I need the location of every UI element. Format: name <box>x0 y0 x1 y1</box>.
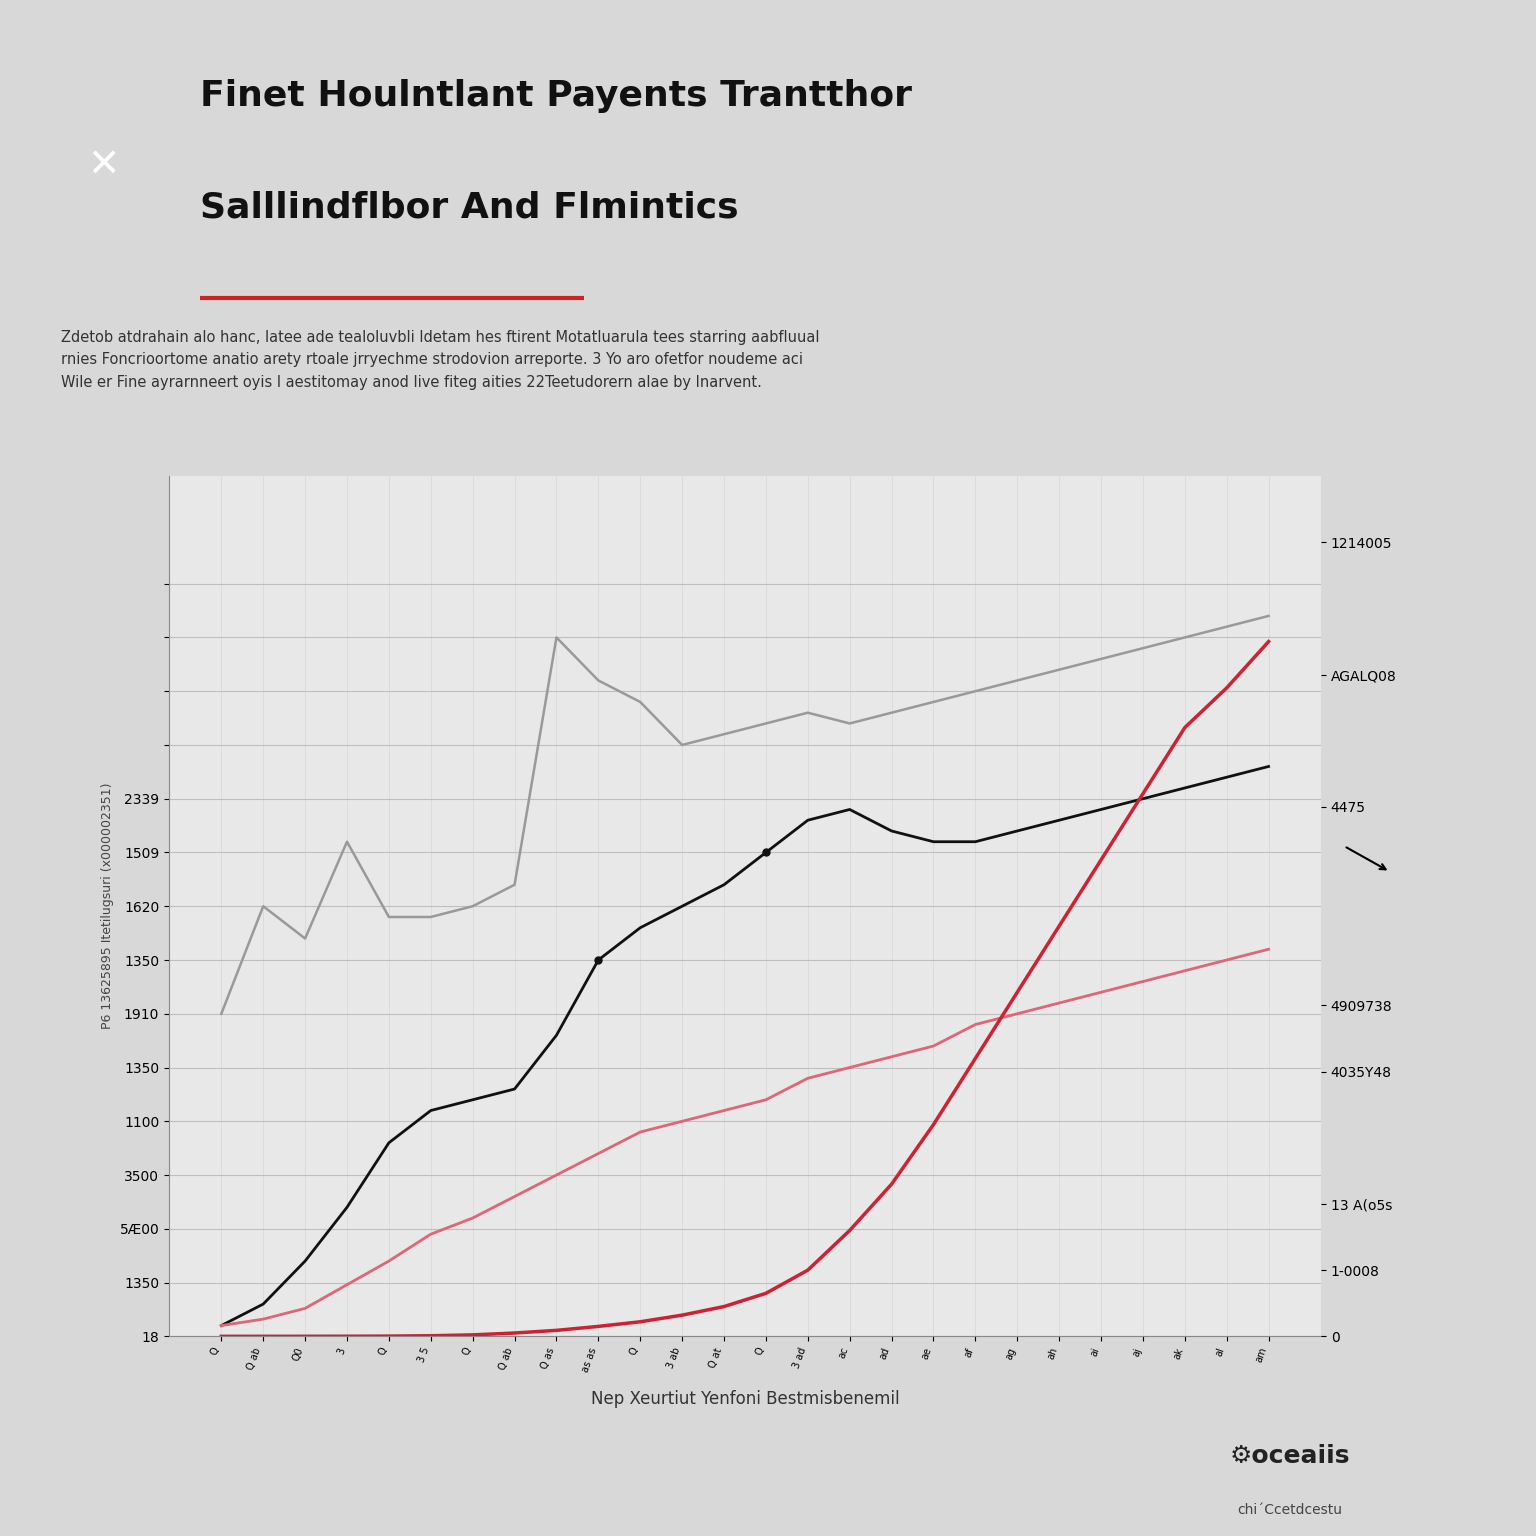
Text: Salllindflbor And Flmintics: Salllindflbor And Flmintics <box>200 190 739 224</box>
Text: ⚙oceaiis: ⚙oceaiis <box>1230 1444 1350 1468</box>
Text: Finet Houlntlant Payents Trantthor: Finet Houlntlant Payents Trantthor <box>200 78 912 112</box>
X-axis label: Nep Xeurtiut Yenfoni Bestmisbenemil: Nep Xeurtiut Yenfoni Bestmisbenemil <box>591 1390 899 1409</box>
Text: Zdetob atdrahain alo hanc, latee ade tealoluvbli Idetam hes ftirent Motatluarula: Zdetob atdrahain alo hanc, latee ade tea… <box>61 330 820 390</box>
Y-axis label: P6 13625895 Itetilugsuri (x000002351): P6 13625895 Itetilugsuri (x000002351) <box>101 783 114 1029</box>
Text: chi´Ccetdcestu: chi´Ccetdcestu <box>1238 1502 1342 1518</box>
Text: ✕: ✕ <box>88 146 120 184</box>
